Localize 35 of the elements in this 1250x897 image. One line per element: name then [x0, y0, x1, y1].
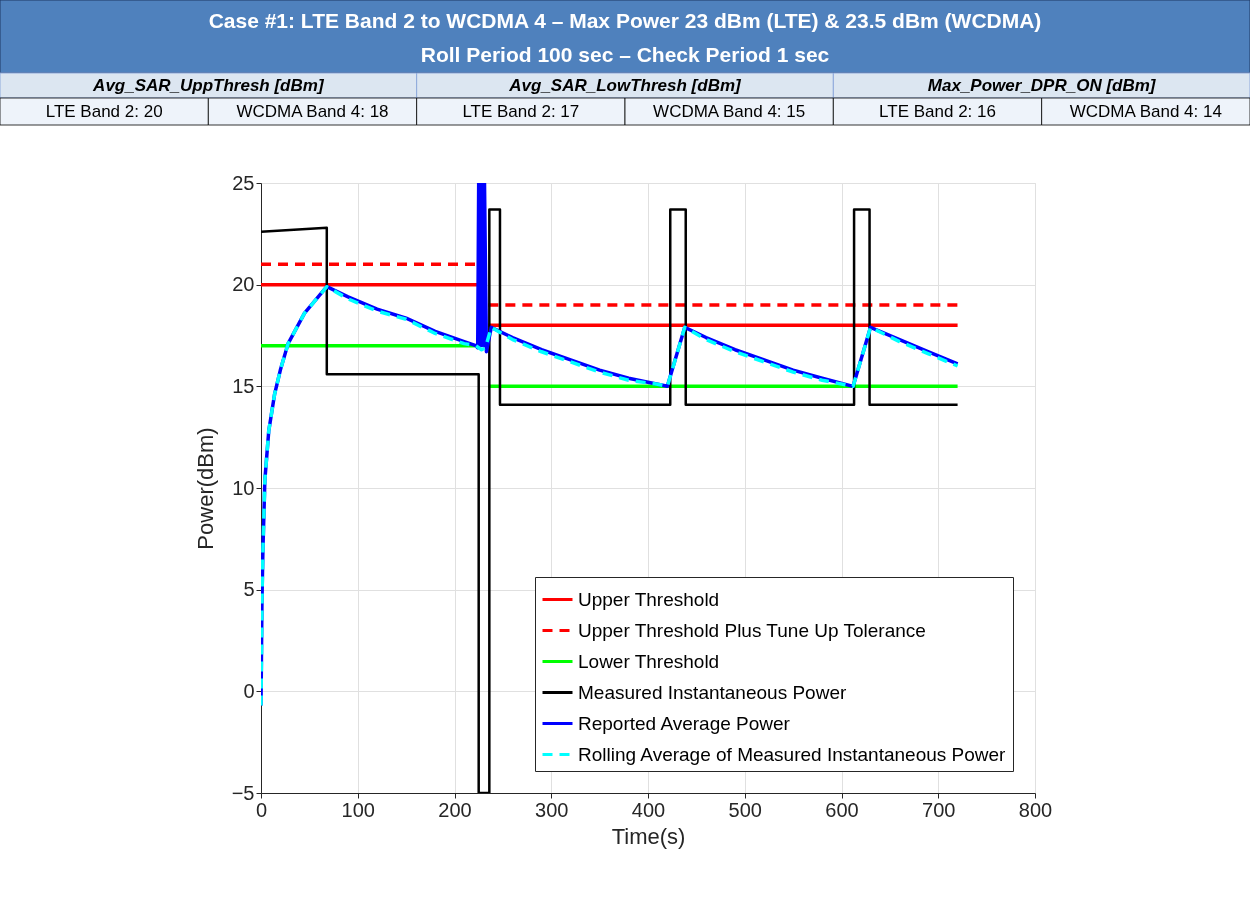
text: WCDMA Band 4: 14: [1069, 102, 1222, 121]
text: WCDMA Band 4: 15: [653, 102, 806, 121]
y-tick-label: 20: [232, 273, 255, 296]
text: LTE Band 2: 20: [45, 102, 163, 121]
y-tick-label: 15: [232, 374, 255, 397]
x-axis-title: Time(s): [611, 823, 686, 849]
legend-label: Lower Threshold: [578, 650, 720, 672]
y-tick-label: 5: [243, 578, 255, 601]
x-tick-label: 100: [341, 798, 375, 821]
text: WCDMA Band 4: 18: [236, 102, 389, 121]
legend-label: Upper Threshold: [578, 588, 720, 610]
line-series: [261, 284, 960, 708]
x-tick-label: 500: [728, 798, 762, 821]
x-tick-label: 300: [535, 798, 569, 821]
text: LTE Band 2: 17: [462, 102, 580, 121]
legend-label: Reported Average Power: [578, 712, 791, 734]
x-tick-label: 400: [631, 798, 666, 821]
legend-label: Upper Threshold Plus Tune Up Tolerance: [578, 619, 926, 641]
x-tick-label: 600: [825, 798, 859, 821]
text: Max_Power_DPR_ON [dBm]: [927, 76, 1157, 95]
legend-label: Measured Instantaneous Power: [578, 681, 847, 703]
text: Avg_SAR_LowThresh [dBm]: [508, 76, 743, 95]
text: Avg_SAR_UppThresh [dBm]: [92, 76, 325, 95]
y-axis-title: Power(dBm): [192, 427, 218, 550]
x-tick-label: 700: [922, 798, 956, 821]
chart-title: Case #1: LTE Band 2 to WCDMA 4 – Max Power 23 dBm (LTE) & 23.5 dBm (WCDMA): [208, 9, 1042, 32]
y-tick-label: 10: [232, 476, 255, 499]
x-tick-label: 800: [1018, 798, 1053, 821]
y-tick-label: 25: [232, 171, 255, 194]
y-tick-label: 0: [243, 679, 255, 702]
x-tick-label: 200: [438, 798, 472, 821]
legend-label: Rolling Average of Measured Instantaneous Power: [578, 743, 1007, 765]
y-tick-label: −5: [231, 781, 255, 804]
text: LTE Band 2: 16: [879, 102, 996, 121]
chart-subtitle: Roll Period 100 sec – Check Period 1 sec: [420, 43, 830, 66]
